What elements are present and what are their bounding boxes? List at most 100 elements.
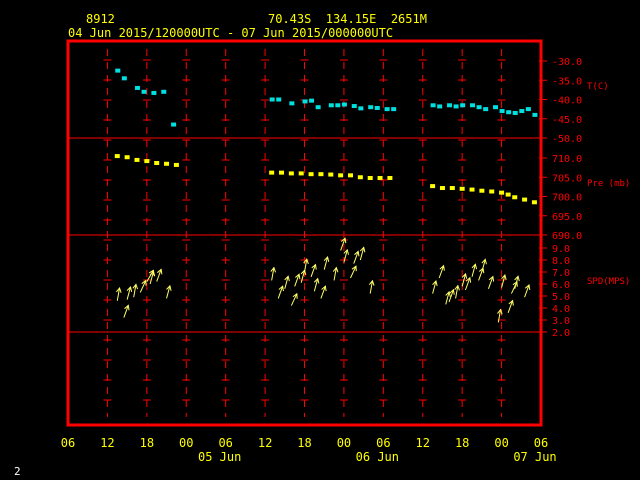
wind-arrow-head: [149, 270, 156, 277]
wind-arrow: [123, 304, 130, 318]
wind-arrow-head: [323, 256, 330, 263]
temperature-point: [358, 106, 364, 111]
pressure-point: [134, 157, 140, 162]
temperature-point: [430, 103, 436, 108]
wind-arrow-shaft: [461, 273, 467, 287]
wind-arrow-head: [497, 308, 503, 315]
wind-arrow: [300, 269, 307, 283]
pressure-point: [173, 162, 179, 167]
chart-frame: [66, 39, 543, 427]
wind-arrow-head: [132, 283, 139, 290]
wind-arrow: [323, 256, 330, 270]
temperature-point: [384, 107, 390, 112]
wind-arrow-shaft: [487, 276, 494, 289]
page-number: 2: [14, 465, 21, 478]
pressure-point: [479, 188, 485, 193]
y-tick-label: 705.0: [552, 173, 582, 184]
wind-arrow-head: [439, 264, 445, 271]
wind-arrow-head: [116, 286, 122, 293]
wind-arrow: [445, 290, 451, 305]
wind-arrow-shaft: [514, 276, 519, 289]
pressure-point: [154, 161, 160, 166]
temperature-point: [141, 89, 147, 94]
temperature-point: [121, 76, 127, 81]
wind-arrow-shaft: [501, 274, 506, 288]
wind-arrow: [353, 250, 360, 264]
wind-arrow-shaft: [438, 265, 445, 279]
wind-arrow-shaft: [123, 305, 129, 318]
x-tick-label: 06: [376, 436, 390, 450]
pressure-point: [164, 161, 170, 166]
pressure-point: [522, 197, 528, 202]
wind-arrow-shaft: [294, 274, 300, 287]
wind-arrow-shaft: [524, 284, 530, 298]
wind-arrow: [448, 288, 455, 303]
y-tick-label: 8.0: [552, 256, 570, 267]
wind-arrow: [461, 272, 468, 287]
pressure-point: [449, 186, 455, 191]
temperature-point: [391, 107, 397, 112]
x-tick-label: 12: [258, 436, 272, 450]
wind-arrow-head: [354, 250, 360, 257]
y-tick-label: -40.0: [552, 96, 582, 107]
pressure-point: [387, 176, 393, 181]
y-tick-label: 700.0: [552, 193, 582, 204]
pressure-point: [499, 190, 505, 195]
wind-arrow-shaft: [448, 289, 454, 303]
wind-arrow-head: [501, 274, 507, 281]
y-tick-label: 2.0: [552, 328, 570, 339]
wind-arrow-shaft: [455, 285, 459, 299]
data-marks-layer: [114, 68, 538, 323]
wind-arrow-head: [461, 272, 468, 279]
wind-arrow-head: [284, 275, 290, 282]
y-tick-label: -30.0: [552, 57, 582, 68]
y-tick-label: 695.0: [552, 212, 582, 223]
wind-arrow-shaft: [359, 247, 365, 261]
wind-arrow: [149, 270, 156, 285]
x-tick-label: 18: [455, 436, 469, 450]
pressure-point: [531, 200, 537, 205]
temperature-point: [374, 105, 380, 110]
wind-arrow-shaft: [343, 249, 348, 263]
temperature-point: [134, 85, 140, 90]
wind-arrow: [481, 258, 487, 273]
wind-arrow-shaft: [116, 287, 121, 301]
wind-arrow-shaft: [369, 280, 373, 294]
wind-arrow-head: [321, 285, 327, 292]
wind-arrow-shaft: [432, 280, 437, 294]
y-tick-label: 5.0: [552, 292, 570, 303]
wind-arrow-head: [157, 268, 163, 275]
y-tick-label: -50.0: [552, 134, 582, 145]
wind-arrow: [478, 267, 485, 281]
temperature-point: [519, 109, 525, 114]
x-tick-label: 00: [337, 436, 351, 450]
temperature-point: [171, 122, 177, 127]
wind-arrow-head: [368, 279, 375, 286]
pressure-point: [377, 176, 383, 181]
temperature-point: [512, 110, 518, 115]
pressure-point: [338, 173, 344, 178]
pressure-point: [347, 173, 353, 178]
pressure-point: [505, 192, 511, 197]
wind-arrow: [277, 285, 284, 299]
wind-arrow-shaft: [340, 238, 346, 251]
y-tick-label: -45.0: [552, 115, 582, 126]
y-tick-label: 7.0: [552, 268, 570, 279]
temperature-point: [341, 102, 347, 107]
wind-arrow-head: [514, 275, 520, 282]
wind-arrow-head: [303, 258, 309, 265]
wind-arrow-shaft: [464, 277, 471, 291]
wind-arrow-shaft: [445, 291, 450, 305]
wind-arrow: [303, 258, 309, 273]
pressure-point: [430, 184, 436, 189]
wind-arrow-shaft: [353, 251, 359, 264]
wind-arrow-head: [295, 273, 301, 280]
x-day-label: 07 Jun: [513, 450, 556, 464]
wind-arrow: [284, 275, 290, 289]
wind-arrow-shaft: [333, 267, 337, 281]
wind-arrow: [156, 268, 163, 282]
wind-arrow-head: [449, 288, 455, 295]
wind-arrow-shaft: [156, 269, 162, 282]
wind-arrow-head: [270, 266, 276, 273]
